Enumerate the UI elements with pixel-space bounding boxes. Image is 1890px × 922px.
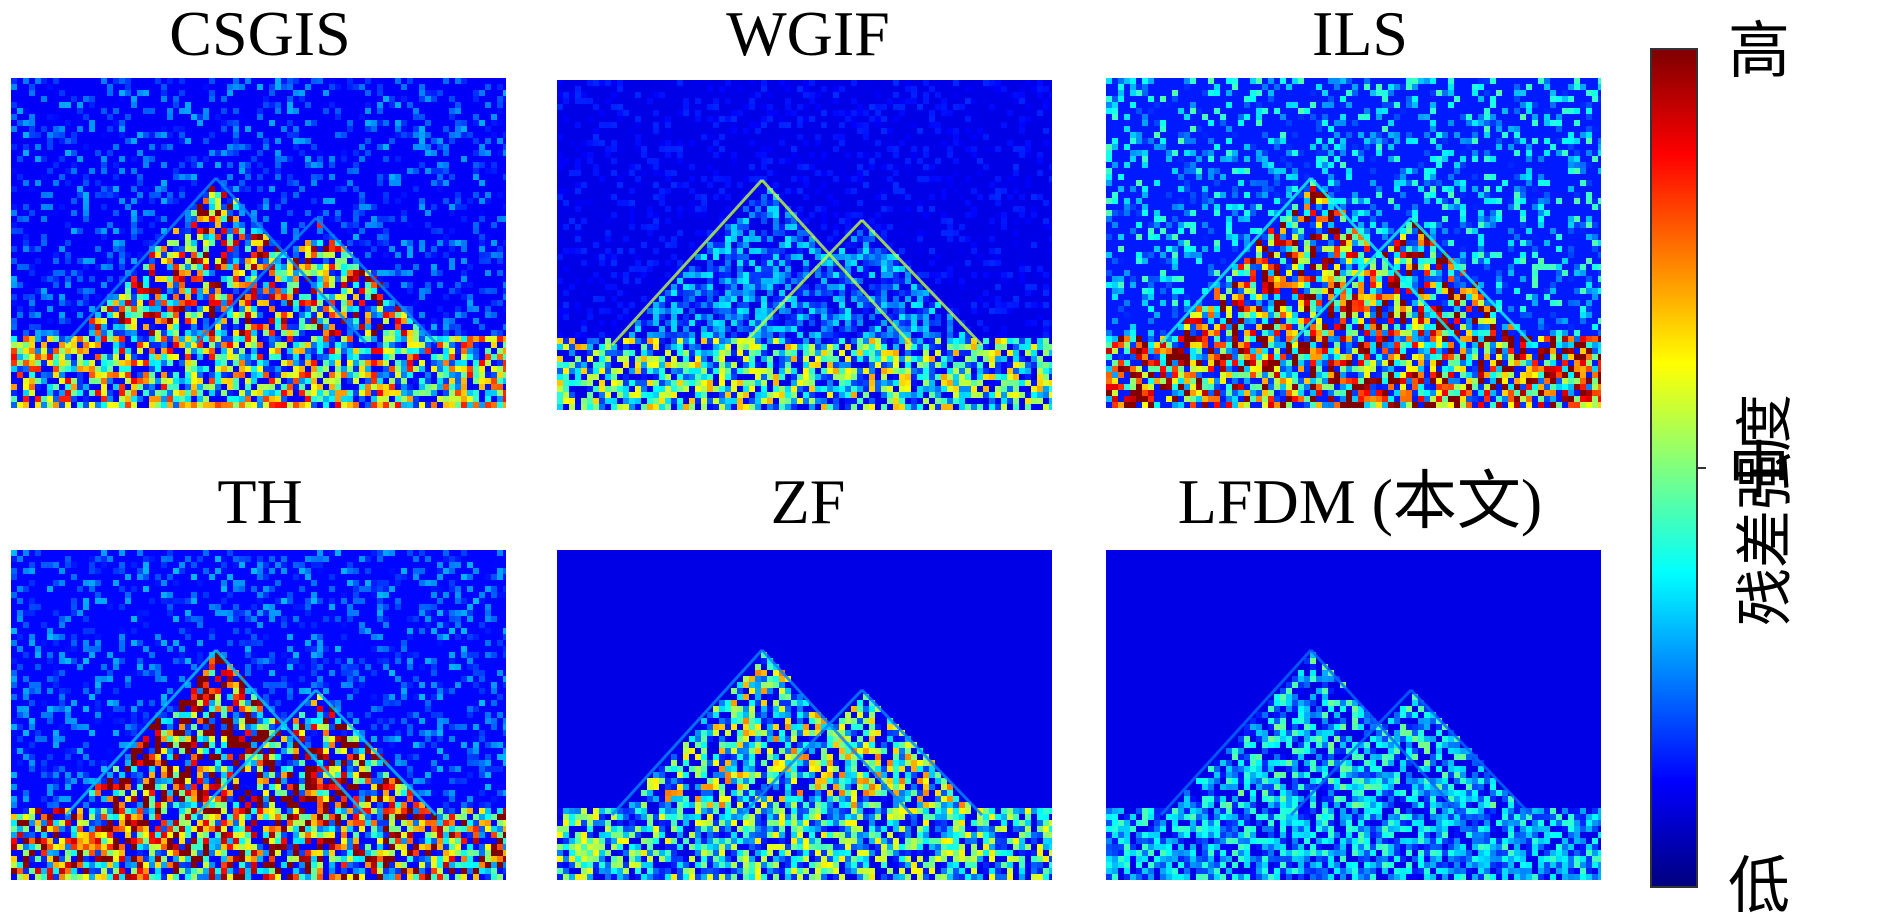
colorbar-label-mid: 中: [1728, 434, 1791, 507]
colorbar-label-low: 低: [1728, 849, 1791, 922]
residual-map-csgis: [11, 78, 506, 408]
panel-title-wgif: WGIF: [726, 0, 890, 69]
panel-title-lfdm: LFDM (本文): [1177, 466, 1543, 537]
residual-map-th-image: [11, 550, 506, 880]
colorbar: [1650, 48, 1698, 888]
panel-title-csgis: CSGIS: [169, 0, 351, 69]
colorbar-title: 残差强度: [1731, 393, 1799, 627]
residual-map-ils-image: [1106, 78, 1601, 408]
residual-map-wgif-image: [557, 80, 1052, 410]
residual-map-th: [11, 550, 506, 880]
residual-map-zf-image: [557, 550, 1052, 880]
residual-map-zf: [557, 550, 1052, 880]
residual-map-lfdm: [1106, 550, 1601, 880]
residual-map-csgis-image: [11, 78, 506, 408]
residual-map-lfdm-image: [1106, 550, 1601, 880]
residual-map-wgif: [557, 80, 1052, 410]
panel-title-th: TH: [217, 466, 303, 537]
panel-title-zf: ZF: [770, 466, 846, 537]
colorbar-label-high: 高: [1728, 14, 1791, 87]
residual-map-ils: [1106, 78, 1601, 408]
colorbar-tick-mid: [1696, 467, 1706, 469]
panel-title-ils: ILS: [1312, 0, 1408, 69]
